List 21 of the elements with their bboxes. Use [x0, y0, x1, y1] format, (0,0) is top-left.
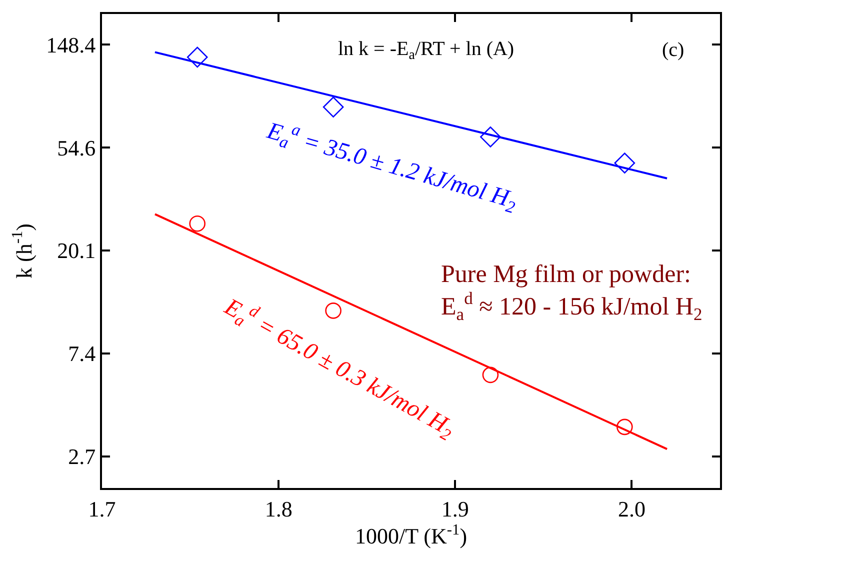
x-tick-label: 1.9: [441, 496, 469, 522]
point: [189, 215, 206, 232]
annotation: Pure Mg film or powder: E$_{a}$$^{d}$ ≈ 120 - 156 kJ/mol H$_{2}$: [441, 261, 702, 324]
point: [322, 96, 344, 118]
y-tick-label: 7.4: [68, 341, 96, 366]
point: [325, 302, 342, 319]
y-tick-label: 20.1: [57, 238, 96, 264]
y-tick-label: 148.4: [46, 32, 96, 58]
point: [614, 152, 636, 174]
annotation: ln k = -E$_{a}$/RT + ln (A): [338, 38, 514, 64]
point: [616, 418, 633, 436]
annotation: (c): [662, 39, 684, 61]
point: [482, 366, 499, 384]
point: [480, 126, 501, 148]
x-axis-title: 1000/T (K$^{-1}$): [354, 521, 468, 549]
y-tick-label: 54.6: [57, 135, 96, 160]
x-tick-label: 2.0: [618, 496, 646, 522]
x-tick-label: 1.7: [88, 496, 116, 522]
y-tick-label: 2.7: [68, 444, 96, 470]
point: [186, 46, 208, 68]
x-tick-label: 1.8: [264, 496, 292, 522]
